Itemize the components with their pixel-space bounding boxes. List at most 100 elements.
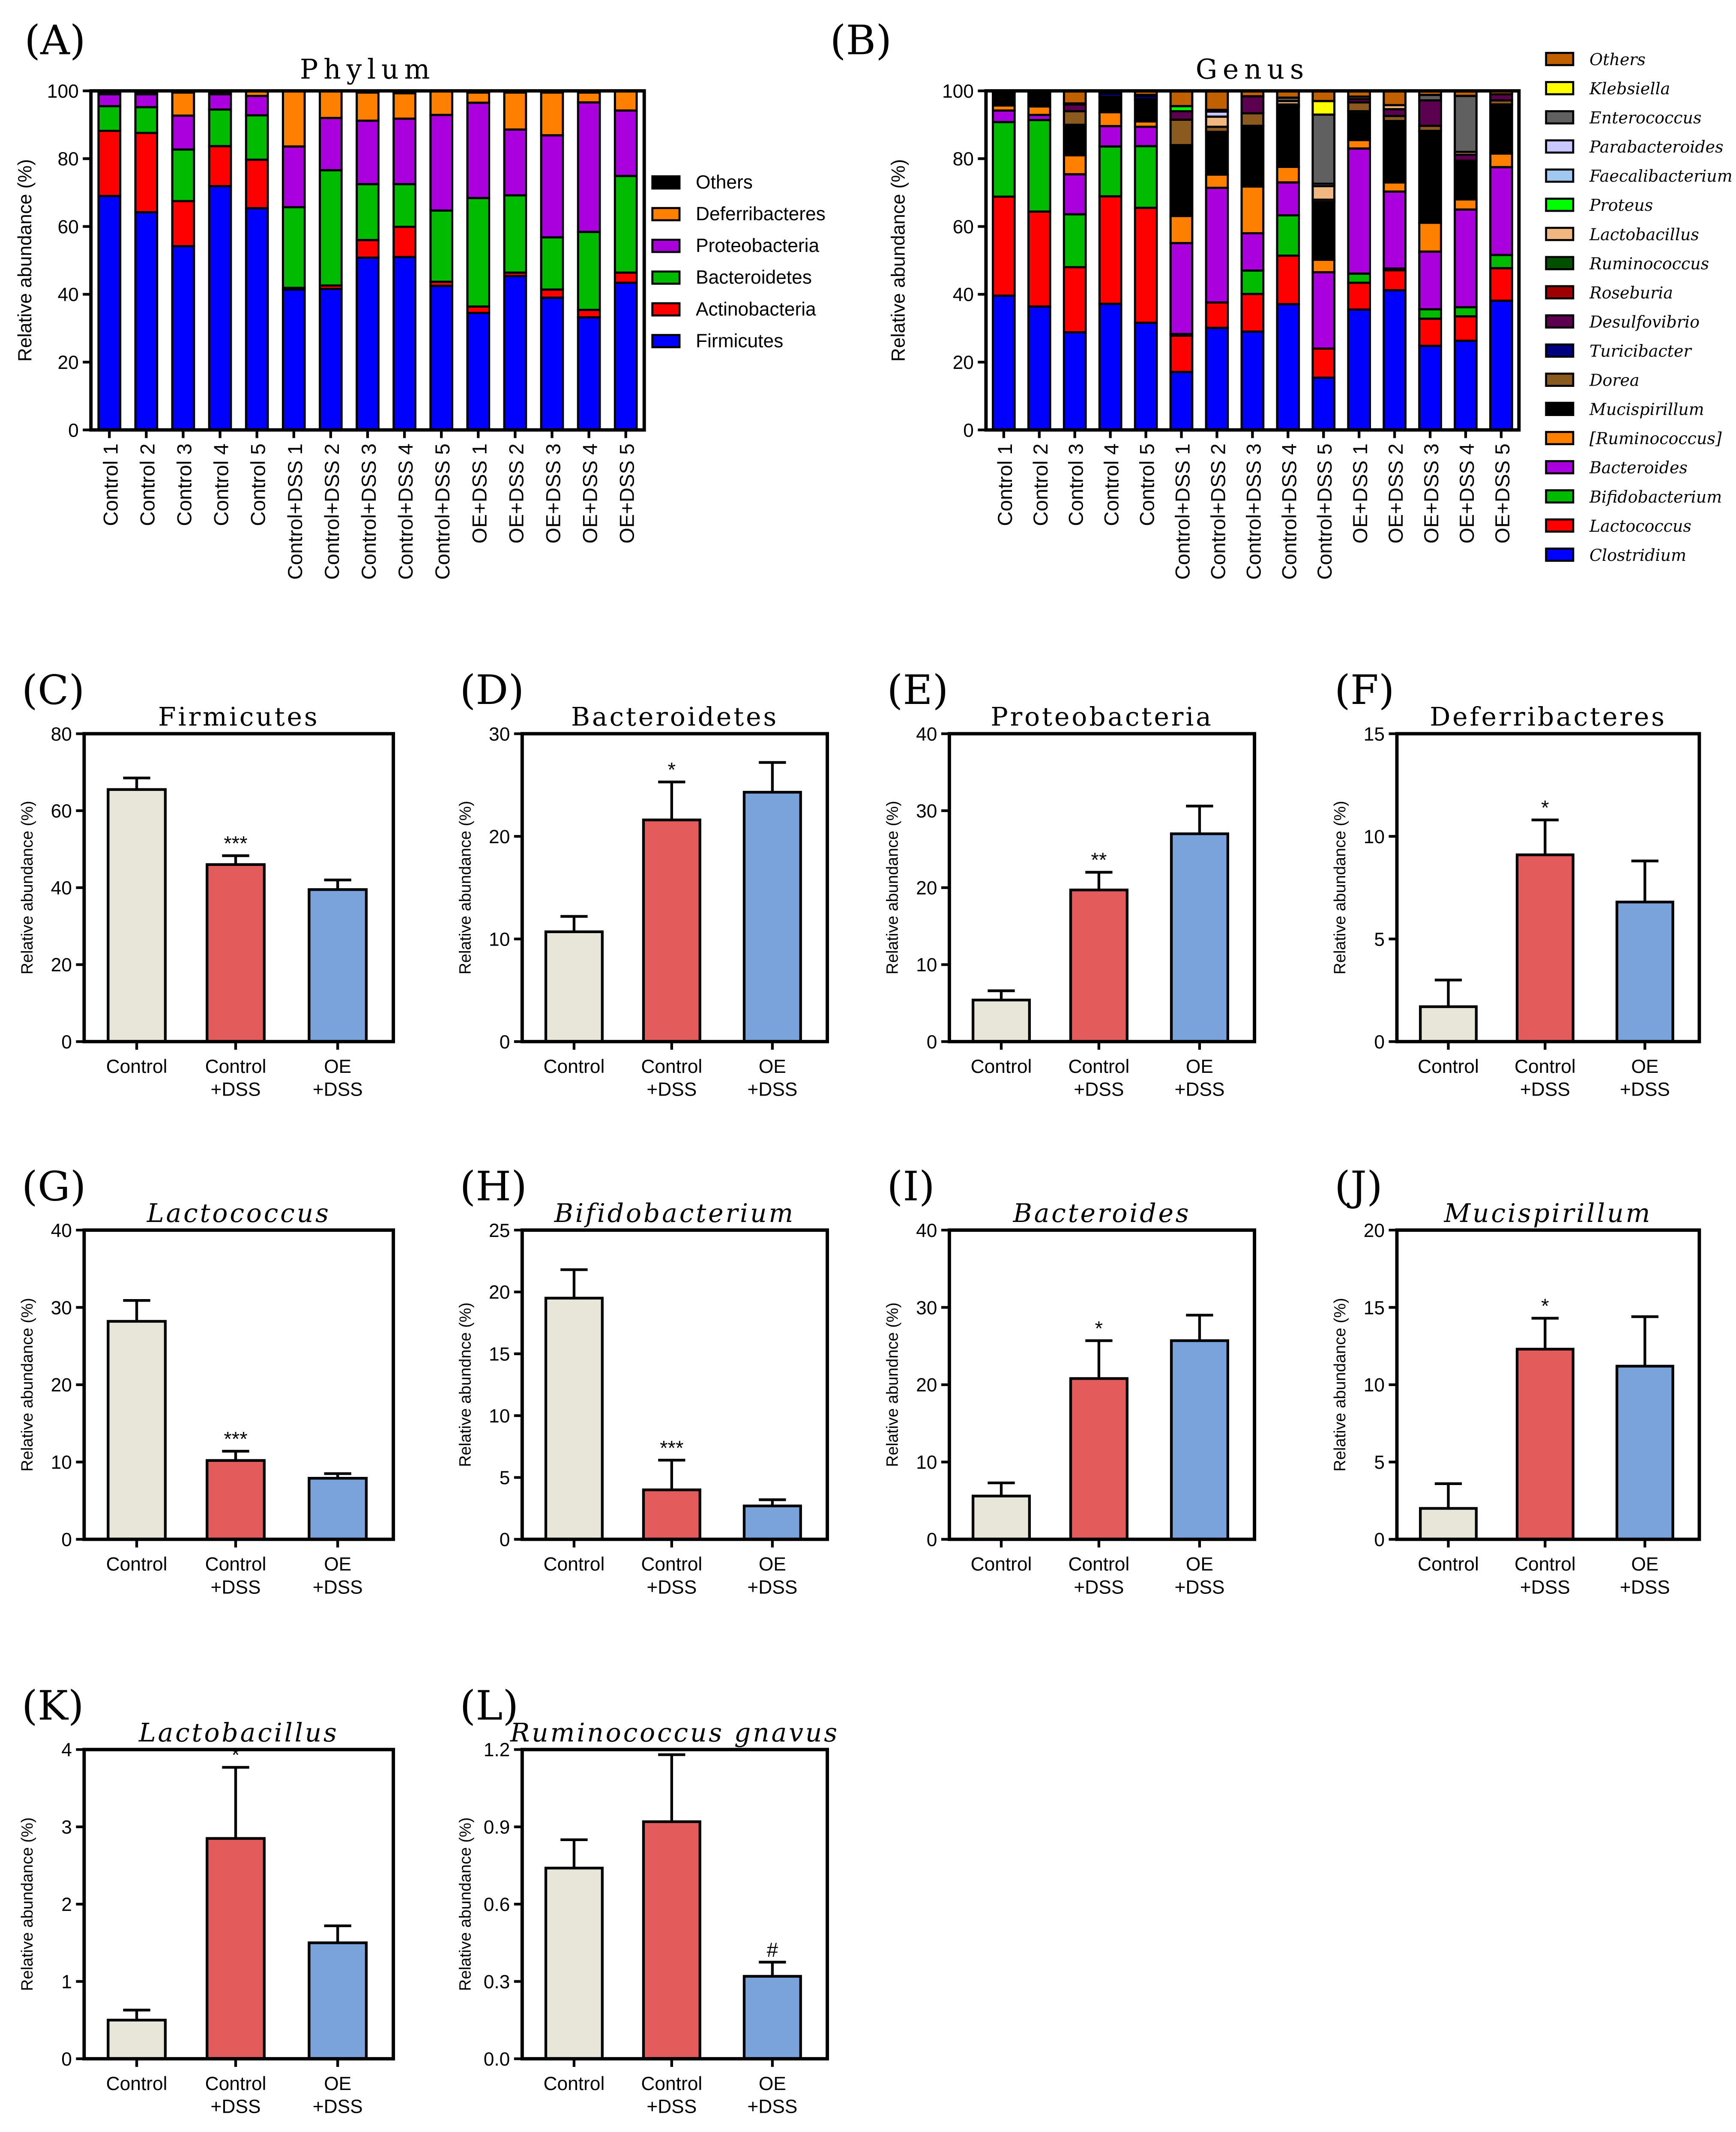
legend-label: Dorea bbox=[1589, 371, 1640, 390]
bar-segment-lactococcus bbox=[1418, 317, 1442, 347]
x-tick-label: +DSS bbox=[747, 2096, 797, 2117]
bar-segment-bacteroides bbox=[1134, 126, 1158, 147]
bar-group bbox=[971, 1481, 1031, 1541]
x-tick-label: Control 5 bbox=[247, 443, 270, 526]
legend-item: Clostridium bbox=[1545, 546, 1686, 565]
legend-item: Deferribacteres bbox=[651, 204, 826, 225]
legend-label: Actinobacteria bbox=[696, 299, 816, 320]
bar-group bbox=[107, 2009, 167, 2060]
x-tick-label: +DSS bbox=[1074, 1079, 1124, 1100]
bar bbox=[742, 1504, 802, 1541]
bar-segment-firmicutes bbox=[281, 288, 306, 431]
x-tick-label: +DSS bbox=[647, 2096, 697, 2117]
bar-segment-bifidobacterium bbox=[1063, 213, 1087, 269]
panel-label: (B) bbox=[830, 17, 892, 64]
bar-segment-deferribacteres bbox=[503, 91, 527, 131]
bar bbox=[107, 788, 167, 1043]
y-tick-label: 2 bbox=[61, 1894, 72, 1915]
bar-segment-bifidobacterium bbox=[992, 121, 1016, 198]
y-tick-label: 20 bbox=[51, 1375, 72, 1396]
x-tick-label: +DSS bbox=[1620, 1079, 1670, 1100]
y-tick-label: 40 bbox=[51, 878, 72, 899]
legend-item: Proteus bbox=[1545, 196, 1653, 215]
bar-segment-others bbox=[1383, 90, 1407, 106]
x-tick-label: OE bbox=[1186, 1554, 1213, 1575]
legend-label: [Ruminococcus] bbox=[1589, 429, 1722, 448]
y-tick-label: 5 bbox=[500, 1467, 510, 1488]
bar bbox=[971, 998, 1031, 1043]
legend-swatch bbox=[651, 334, 681, 348]
bar-segment-others bbox=[1063, 90, 1087, 105]
stacked-bar bbox=[503, 90, 527, 431]
bar-segment-ruminococcus bbox=[1489, 152, 1513, 168]
bar-segment-klebsiella bbox=[1311, 100, 1336, 116]
bar-segment-clostridium bbox=[1276, 303, 1300, 431]
y-tick-label: 0 bbox=[61, 1530, 72, 1551]
legend-item: Parabacteroides bbox=[1545, 138, 1724, 156]
x-tick-label: Control 4 bbox=[1101, 443, 1123, 526]
bar-segment-others bbox=[1205, 90, 1229, 111]
stacked-bar bbox=[1276, 90, 1300, 431]
legend-item: Desulfovibrio bbox=[1545, 312, 1700, 331]
stacked-bar bbox=[356, 90, 380, 431]
y-tick-label: 60 bbox=[51, 801, 72, 822]
bar bbox=[1515, 1347, 1574, 1541]
bar-segment-proteobacteria bbox=[466, 102, 491, 199]
legend-item: Roseburia bbox=[1545, 283, 1673, 302]
y-tick-label: 0 bbox=[927, 1530, 937, 1551]
chart-title: Ruminococcus gnavus bbox=[510, 1718, 839, 1748]
chart-title: Bacteroides bbox=[1013, 1198, 1191, 1228]
x-tick-label: OE bbox=[759, 1554, 786, 1575]
x-tick-label: Control bbox=[106, 1554, 168, 1575]
bar-segment-clostridium bbox=[1418, 344, 1442, 431]
bar-segment-bacteroidetes bbox=[245, 114, 269, 161]
legend-swatch bbox=[1545, 198, 1574, 212]
bar-segment-lactococcus bbox=[1134, 207, 1158, 324]
x-tick-label: +DSS bbox=[647, 1079, 697, 1100]
y-tick-label: 10 bbox=[916, 1452, 937, 1473]
x-tick-label: OE bbox=[1631, 1554, 1658, 1575]
x-tick-label: Control bbox=[1418, 1056, 1479, 1077]
legend-swatch bbox=[1545, 343, 1574, 358]
legend-label: Proteobacteria bbox=[696, 235, 819, 256]
bar-segment-actinobacteria bbox=[171, 200, 195, 248]
x-tick-label: OE bbox=[324, 2073, 351, 2094]
x-tick-label: OE bbox=[1186, 1056, 1213, 1077]
panel-label: (E) bbox=[887, 667, 948, 714]
x-tick-label: Control+DSS 4 bbox=[395, 443, 417, 580]
x-tick-label: Control+DSS 5 bbox=[431, 443, 454, 580]
stacked-bar bbox=[245, 90, 269, 431]
bar-segment-bacteroidetes bbox=[392, 183, 416, 228]
x-tick-label: +DSS bbox=[1520, 1577, 1570, 1598]
bar-segment-lactococcus bbox=[1276, 255, 1300, 305]
bar-segment-firmicutes bbox=[429, 284, 454, 431]
x-tick-label: Control 2 bbox=[1030, 443, 1052, 526]
bar-segment-deferribacteres bbox=[392, 92, 416, 120]
significance-label: *** bbox=[224, 832, 247, 855]
bar-segment-bacteroides bbox=[1205, 186, 1229, 304]
bar-segment-proteobacteria bbox=[171, 114, 195, 151]
bar-segment-ruminococcus bbox=[1418, 222, 1442, 253]
bar-segment-dorea bbox=[1063, 110, 1087, 126]
bar-segment-clostridium bbox=[1063, 331, 1087, 431]
bar-group bbox=[1069, 1339, 1128, 1541]
bar-group bbox=[742, 761, 802, 1043]
bar-segment-lactococcus bbox=[1063, 266, 1087, 334]
bar-segment-lactococcus bbox=[992, 195, 1016, 297]
legend-label: Bifidobacterium bbox=[1589, 488, 1722, 506]
legend-swatch bbox=[651, 207, 681, 222]
legend-label: Parabacteroides bbox=[1589, 138, 1724, 156]
panel-label: (J) bbox=[1335, 1163, 1383, 1210]
bar-segment-lactobacillus bbox=[1205, 115, 1229, 128]
bar-group bbox=[1069, 871, 1128, 1043]
x-tick-label: OE bbox=[324, 1056, 351, 1077]
x-tick-label: +DSS bbox=[747, 1079, 797, 1100]
stacked-bar bbox=[992, 90, 1016, 431]
bar-segment-actinobacteria bbox=[208, 145, 232, 187]
stacked-bar bbox=[1027, 90, 1051, 431]
y-tick-label: 0 bbox=[500, 1530, 510, 1551]
legend-swatch bbox=[651, 175, 681, 190]
x-tick-label: OE bbox=[759, 2073, 786, 2094]
legend-label: Desulfovibrio bbox=[1589, 312, 1700, 331]
